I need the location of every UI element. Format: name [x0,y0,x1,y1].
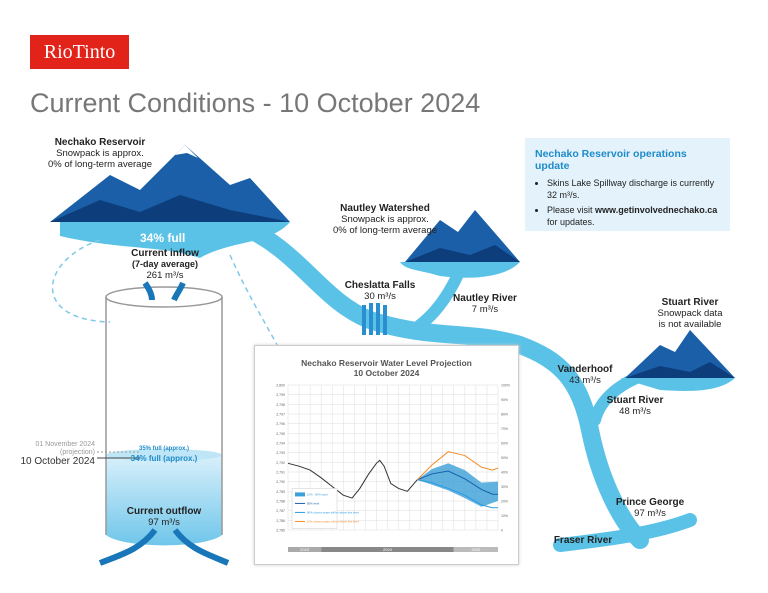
y-tick-label: 2,787 [276,509,285,513]
flow-arrows-icon [98,281,230,566]
year-label: 2025 [471,547,481,552]
y2-tick-label: 60% [501,442,508,446]
operations-update-box: Nechako Reservoir operations update Skin… [525,138,730,231]
inflow-label: Current inflow (7-day average) 261 m³/s [131,248,199,281]
current-full-label: 34% full (approx.) [130,454,198,463]
y-tick-label: 2,797 [276,413,285,417]
y2-tick-label: 70% [501,427,508,431]
series-line-p90 [417,479,498,509]
site-vanderhoof: Vanderhoof 43 m³/s [557,364,613,386]
y-tick-label: 2,791 [276,471,285,475]
y2-tick-label: 20% [501,500,508,504]
nautley-watershed-label: Nautley Watershed Snowpack is approx. 0% o… [332,203,438,236]
legend-label: 10% - 90% band [307,493,328,497]
legend-label: 50% level [307,502,320,506]
current-date-label: 10 October 2024 [20,456,96,467]
chart-title: Nechako Reservoir Water Level Projection [301,358,472,368]
y-tick-label: 2,788 [276,500,285,504]
site-cheslatta-falls: Cheslatta Falls 30 m³/s [344,280,416,302]
y-tick-label: 2,792 [276,461,285,465]
series-line-p10 [416,451,499,481]
y-tick-label: 2,798 [276,403,285,407]
projection-band [417,463,498,507]
series-line-observed [287,459,418,499]
nechako-river [231,216,649,549]
update-item-visit: Please visit www.getinvolvednechako.ca f… [547,204,720,228]
water-level-chart: Nechako Reservoir Water Level Projection… [254,345,519,565]
y2-tick-label: 50% [501,456,508,460]
year-label: 2023 [300,547,310,552]
nautley-mountains-icon [405,210,520,262]
stuart-watershed-label: Stuart River Snowpack data is not availabl… [657,297,723,330]
legend-label: 10% chance water will be above this leve… [307,520,359,524]
page-title: Current Conditions - 10 October 2024 [30,88,481,118]
y-tick-label: 2,785 [276,529,285,533]
projected-full-label: 35% full (approx.) [138,446,189,452]
y2-tick-label: 30% [501,485,508,489]
legend-label: 90% chance water will be above this leve… [307,511,359,515]
y-tick-label: 2,790 [276,480,285,484]
y2-tick-label: 90% [501,398,508,402]
reservoir-cylinder [97,286,223,546]
y-tick-label: 2,796 [276,422,285,426]
year-bar [453,547,498,552]
year-bar [288,547,322,552]
y2-tick-label: 80% [501,413,508,417]
y-tick-label: 2,800 [276,384,285,388]
site-fraser-river: Fraser River [553,535,613,546]
y2-tick-label: 10% [501,514,508,518]
nechako-reservoir-lake [60,222,290,258]
year-label: 2024 [383,547,393,552]
y-tick-label: 2,793 [276,451,285,455]
update-item: Skins Lake Spillway discharge is current… [547,177,720,201]
projection-date-label: 01 November 2024 (projection) [35,441,95,456]
stuart-mountains-icon [625,330,735,378]
y-tick-label: 2,794 [276,442,285,446]
reservoir-full-percent: 34% full [140,231,186,245]
cheslatta-falls-icon [362,303,387,335]
y-tick-label: 2,786 [276,519,285,523]
fraser-river [553,513,697,552]
y-tick-label: 2,799 [276,393,285,397]
nechako-mountains-icon [50,145,290,222]
site-nautley-river: Nautley River 7 m³/s [453,293,517,315]
y2-tick-label: 100% [501,384,510,388]
site-stuart-river: Stuart River 48 m³/s [606,395,664,417]
update-title: Nechako Reservoir operations update [535,148,687,172]
chart-plot: 2,785 2,786 2,787 2,788 2,789 2,790 2,791 2,792… [276,384,510,552]
site-prince-george: Prince George 97 m³/s [615,497,685,519]
year-bar [321,547,454,552]
getinvolved-link[interactable]: www.getinvolvednechako.ca [595,205,718,215]
y-tick-label: 2,789 [276,490,285,494]
y2-tick-label: 40% [501,471,508,475]
rio-tinto-logo: RioTinto [30,35,129,69]
outflow-label: Current outflow 97 m³/s [126,506,202,528]
series-line-p50 [417,470,498,495]
y-tick-label: 2,795 [276,432,285,436]
nechako-reservoir-label: Nechako Reservoir Snowpack is approx. 0% o… [47,137,153,170]
y2-tick-label: 0 [501,529,503,533]
chart-subtitle: 10 October 2024 [353,368,420,378]
